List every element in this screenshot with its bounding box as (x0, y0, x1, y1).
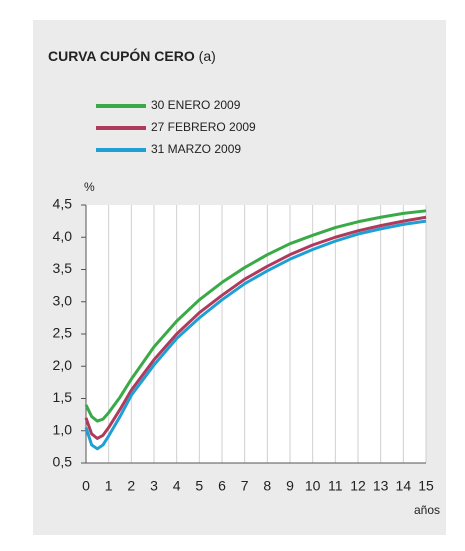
y-tick-label: 3,0 (53, 292, 73, 308)
x-tick-label: 9 (286, 478, 294, 494)
x-tick-label: 1 (105, 478, 113, 494)
series-line (84, 215, 427, 440)
y-axis-label: % (84, 180, 95, 194)
x-tick-label: 6 (218, 478, 226, 494)
y-tick-label: 2,5 (53, 325, 73, 341)
x-tick-label: 13 (373, 478, 389, 494)
y-tick-label: 1,5 (53, 389, 73, 405)
y-tick-label: 1,0 (53, 421, 73, 437)
title-note: (a) (199, 48, 216, 64)
chart-title: CURVA CUPÓN CERO (a) (48, 47, 216, 64)
legend-label: 27 FEBRERO 2009 (151, 120, 256, 134)
y-tick-label: 0,5 (53, 454, 73, 470)
legend-label: 30 ENERO 2009 (151, 98, 241, 112)
y-tick-label: 3,5 (53, 260, 73, 276)
x-tick-label: 12 (350, 478, 366, 494)
x-tick-label: 2 (127, 478, 135, 494)
x-tick-label: 14 (396, 478, 412, 494)
y-tick-label: 4,5 (53, 196, 73, 212)
plot-area (86, 205, 426, 463)
x-tick-label: 11 (328, 478, 343, 494)
x-tick-label: 8 (263, 478, 271, 494)
series-line (84, 219, 427, 451)
x-tick-label: 4 (173, 478, 181, 494)
y-tick-label: 4,0 (53, 228, 73, 244)
legend-label: 31 MARZO 2009 (151, 142, 241, 156)
x-tick-label: 15 (418, 478, 434, 494)
x-tick-label: 7 (241, 478, 249, 494)
x-tick-label: 5 (195, 478, 203, 494)
x-axis-label: años (414, 503, 440, 517)
series-line (84, 209, 427, 423)
title-main: CURVA CUPÓN CERO (48, 47, 195, 64)
x-tick-label: 10 (305, 478, 321, 494)
x-tick-label: 3 (150, 478, 158, 494)
y-tick-label: 2,0 (53, 357, 73, 373)
x-tick-label: 0 (82, 478, 90, 494)
